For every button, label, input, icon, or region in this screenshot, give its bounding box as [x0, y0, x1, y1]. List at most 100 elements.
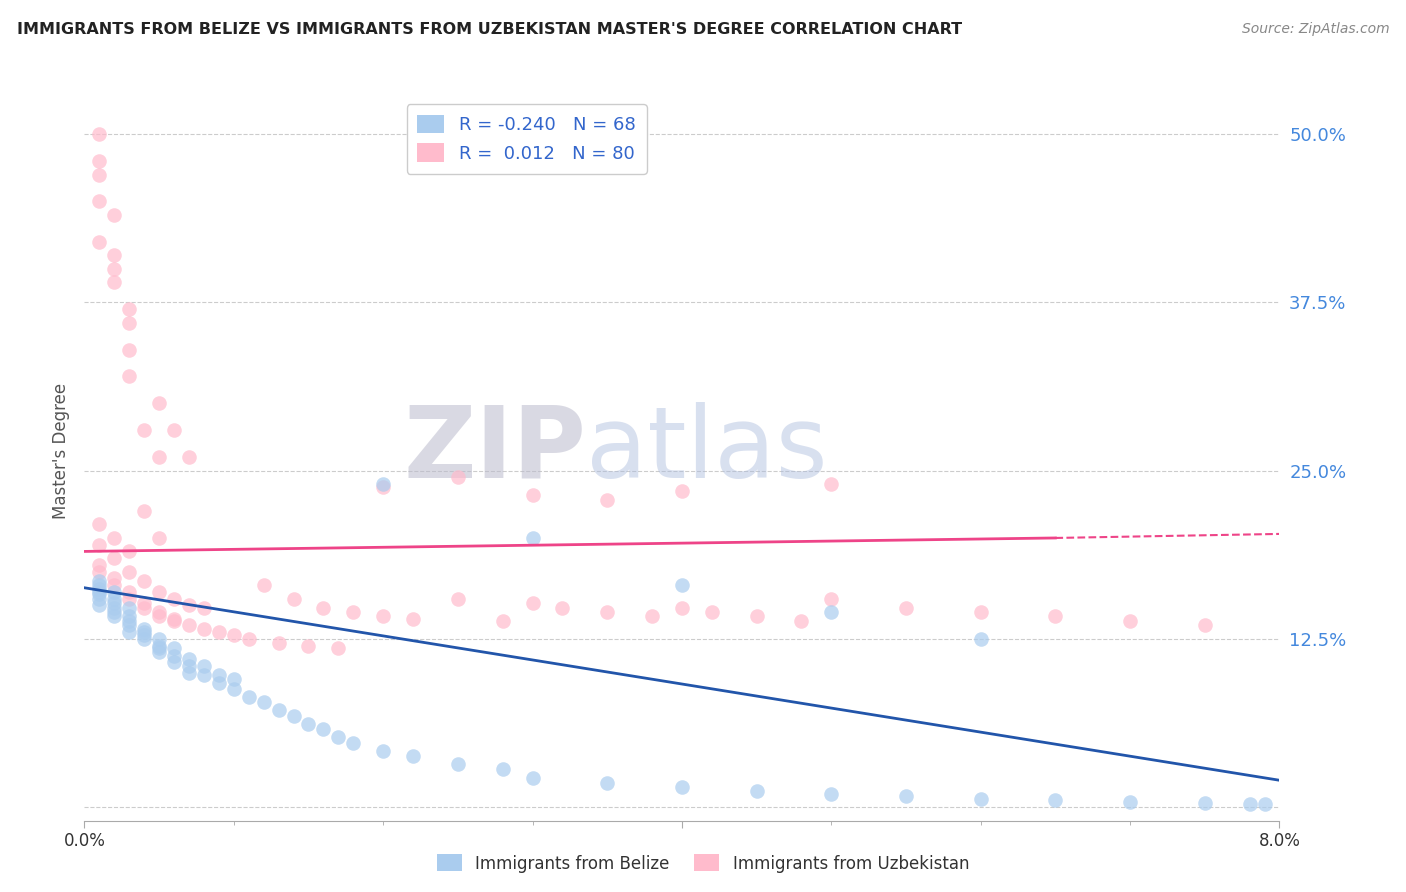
Point — [118, 565, 141, 579]
Point — [89, 235, 111, 249]
Point — [193, 668, 215, 682]
Point — [328, 730, 350, 744]
Point — [373, 477, 395, 491]
Legend: R = -0.240   N = 68, R =  0.012   N = 80: R = -0.240 N = 68, R = 0.012 N = 80 — [406, 104, 647, 174]
Point — [132, 623, 156, 637]
Point — [700, 605, 723, 619]
Text: Source: ZipAtlas.com: Source: ZipAtlas.com — [1241, 22, 1389, 37]
Point — [267, 636, 290, 650]
Point — [163, 655, 186, 669]
Y-axis label: Master's Degree: Master's Degree — [52, 383, 70, 518]
Point — [238, 690, 260, 704]
Point — [177, 658, 200, 673]
Point — [89, 558, 111, 572]
Point — [447, 757, 470, 772]
Point — [312, 722, 335, 736]
Point — [163, 649, 186, 664]
Point — [641, 609, 664, 624]
Point — [1194, 796, 1216, 810]
Point — [132, 574, 156, 588]
Point — [89, 517, 111, 532]
Point — [103, 261, 125, 276]
Point — [89, 582, 111, 596]
Point — [297, 639, 319, 653]
Point — [208, 625, 231, 640]
Point — [103, 208, 125, 222]
Point — [177, 450, 200, 465]
Point — [148, 632, 170, 646]
Point — [1239, 797, 1261, 812]
Point — [177, 599, 200, 613]
Point — [447, 591, 470, 606]
Point — [222, 673, 245, 687]
Point — [177, 652, 200, 666]
Point — [118, 302, 141, 317]
Point — [89, 168, 111, 182]
Point — [1253, 797, 1275, 812]
Legend: Immigrants from Belize, Immigrants from Uzbekistan: Immigrants from Belize, Immigrants from … — [430, 847, 976, 880]
Point — [820, 605, 842, 619]
Point — [148, 531, 170, 545]
Point — [132, 423, 156, 437]
Point — [970, 605, 993, 619]
Point — [118, 601, 141, 615]
Point — [222, 628, 245, 642]
Point — [208, 668, 231, 682]
Point — [671, 780, 693, 794]
Point — [970, 632, 993, 646]
Point — [132, 601, 156, 615]
Point — [671, 601, 693, 615]
Point — [103, 531, 125, 545]
Point — [1119, 795, 1142, 809]
Point — [89, 565, 111, 579]
Point — [253, 578, 276, 592]
Text: ZIP: ZIP — [404, 402, 586, 499]
Point — [132, 632, 156, 646]
Point — [132, 504, 156, 518]
Point — [148, 639, 170, 653]
Point — [342, 605, 364, 619]
Point — [522, 771, 544, 785]
Point — [118, 343, 141, 357]
Point — [103, 248, 125, 262]
Point — [492, 763, 515, 777]
Point — [373, 480, 395, 494]
Point — [132, 628, 156, 642]
Point — [312, 601, 335, 615]
Point — [118, 615, 141, 629]
Point — [790, 615, 813, 629]
Point — [342, 735, 364, 749]
Point — [148, 605, 170, 619]
Text: atlas: atlas — [586, 402, 828, 499]
Point — [596, 493, 619, 508]
Point — [1194, 618, 1216, 632]
Point — [148, 609, 170, 624]
Point — [103, 571, 125, 585]
Point — [118, 591, 141, 606]
Point — [193, 601, 215, 615]
Point — [402, 612, 425, 626]
Point — [118, 618, 141, 632]
Point — [177, 618, 200, 632]
Point — [118, 369, 141, 384]
Point — [745, 609, 768, 624]
Point — [148, 450, 170, 465]
Point — [132, 596, 156, 610]
Point — [1045, 609, 1067, 624]
Point — [103, 596, 125, 610]
Point — [402, 749, 425, 764]
Point — [522, 531, 544, 545]
Point — [163, 591, 186, 606]
Point — [89, 574, 111, 588]
Point — [118, 584, 141, 599]
Point — [820, 787, 842, 801]
Point — [89, 591, 111, 606]
Point — [89, 599, 111, 613]
Point — [894, 789, 917, 804]
Point — [1119, 615, 1142, 629]
Point — [894, 601, 917, 615]
Point — [492, 615, 515, 629]
Point — [373, 744, 395, 758]
Point — [89, 127, 111, 141]
Point — [522, 596, 544, 610]
